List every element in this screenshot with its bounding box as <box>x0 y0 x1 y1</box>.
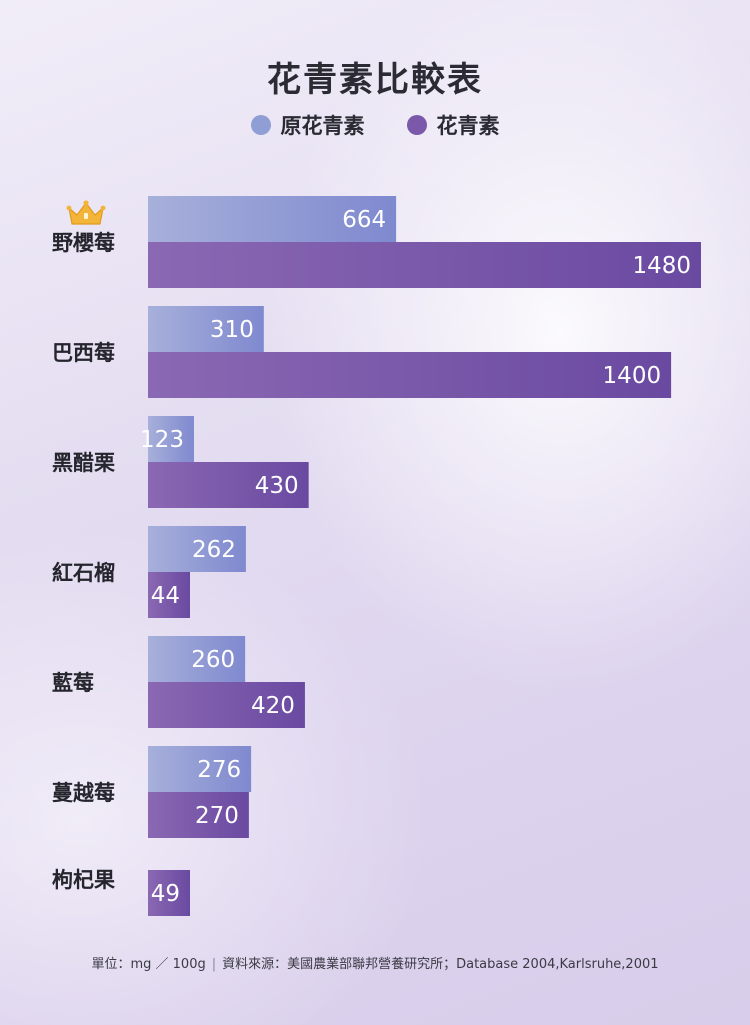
legend-label-anthocyanin: 花青素 <box>436 114 500 138</box>
bar-proanthocyanidin <box>148 746 252 792</box>
category-label: 蔓越莓 <box>52 781 115 805</box>
bar-anthocyanin <box>148 870 190 916</box>
bar-anthocyanin <box>148 792 249 838</box>
data-label: 430 <box>255 473 299 499</box>
legend: 原花青素 花青素 <box>0 110 750 140</box>
data-label: 260 <box>191 647 235 673</box>
data-label: 310 <box>210 317 254 343</box>
data-label: 664 <box>342 207 386 233</box>
chart-title: 花青素比較表 <box>267 60 483 100</box>
bar-proanthocyanidin <box>148 526 246 572</box>
bar-anthocyanin <box>148 682 305 728</box>
data-label: 49 <box>151 881 180 907</box>
bar-anthocyanin <box>148 572 190 618</box>
legend-label-proanthocyanidin: 原花青素 <box>280 114 365 138</box>
footer-separator: | <box>211 957 217 972</box>
bar-proanthocyanidin <box>148 416 194 462</box>
bar-proanthocyanidin <box>148 196 397 242</box>
legend-swatch-anthocyanin <box>406 115 427 135</box>
data-label: 276 <box>197 757 241 783</box>
data-label: 44 <box>151 583 180 609</box>
category-label: 枸杞果 <box>52 868 115 892</box>
bar-proanthocyanidin <box>148 306 264 352</box>
footer-unit: 單位：mg ／ 100g <box>91 957 206 972</box>
data-label: 1400 <box>603 363 662 389</box>
data-label: 262 <box>192 537 236 563</box>
legend-swatch-proanthocyanidin <box>250 115 271 135</box>
data-label: 123 <box>140 427 184 453</box>
bar-anthocyanin <box>148 352 672 398</box>
category-label: 野櫻莓 <box>52 231 115 255</box>
crown-icon <box>66 200 106 225</box>
category-label: 黑醋栗 <box>52 451 115 475</box>
legend-item-anthocyanin: 花青素 <box>406 110 500 140</box>
bar-anthocyanin <box>148 462 309 508</box>
data-label: 1480 <box>632 253 691 279</box>
footer-source: 單位：mg ／ 100g | 資料來源：美國農業部聯邦營養研究所；Database … <box>0 953 750 972</box>
category-label: 藍莓 <box>52 671 94 695</box>
category-label: 巴西莓 <box>52 341 115 365</box>
bar-anthocyanin <box>148 242 701 288</box>
data-label: 270 <box>195 803 239 829</box>
data-label: 420 <box>251 693 295 719</box>
legend-item-proanthocyanidin: 原花青素 <box>250 110 365 140</box>
category-label: 紅石榴 <box>52 561 115 585</box>
bar-proanthocyanidin <box>148 636 246 682</box>
footer-source-text: 資料來源：美國農業部聯邦營養研究所；Database 2004,Karlsruh… <box>222 957 659 972</box>
